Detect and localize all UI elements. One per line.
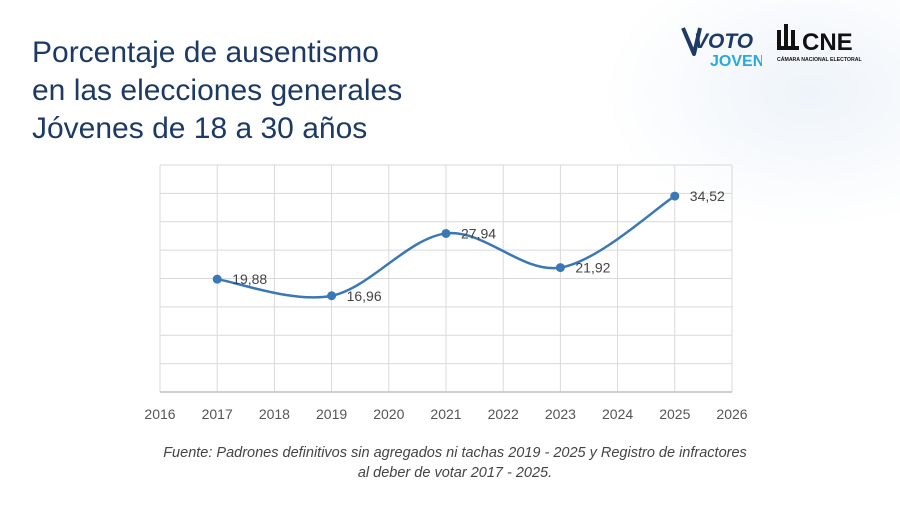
x-tick-label: 2024 bbox=[602, 406, 633, 422]
logo-bar bbox=[784, 24, 788, 50]
x-tick-label: 2026 bbox=[716, 406, 747, 422]
x-tick-label: 2023 bbox=[545, 406, 576, 422]
logo-text: VOTO bbox=[694, 30, 753, 53]
logo-bar bbox=[791, 30, 795, 50]
data-label: 19,88 bbox=[232, 271, 267, 287]
data-label: 16,96 bbox=[347, 288, 382, 304]
data-point bbox=[327, 291, 337, 301]
logo-subtext: CÁMARA NACIONAL ELECTORAL bbox=[777, 56, 862, 63]
logo-check bbox=[681, 27, 702, 56]
data-point bbox=[212, 274, 222, 284]
x-tick-label: 2016 bbox=[144, 406, 175, 422]
title-line: Jóvenes de 18 a 30 años bbox=[32, 112, 368, 145]
source-line: Fuente: Padrones definitivos sin agregad… bbox=[163, 445, 747, 461]
title-line: Porcentaje de ausentismo bbox=[32, 36, 379, 69]
data-label: 21,92 bbox=[575, 260, 610, 276]
logo-text: CNE bbox=[802, 29, 853, 56]
x-tick-label: 2020 bbox=[373, 406, 404, 422]
x-tick-label: 2021 bbox=[430, 406, 461, 422]
x-tick-label: 2022 bbox=[488, 406, 519, 422]
x-tick-label: 2025 bbox=[659, 406, 690, 422]
logo-text: JOVEN bbox=[710, 53, 762, 70]
data-point bbox=[670, 191, 680, 201]
background-glow bbox=[600, 0, 900, 230]
logo-bar bbox=[777, 46, 799, 50]
logo-cne: CNE CÁMARA NACIONAL ELECTORAL bbox=[777, 24, 862, 63]
data-point bbox=[441, 228, 451, 238]
x-tick-label: 2019 bbox=[316, 406, 347, 422]
title: Porcentaje de ausentismo en las eleccion… bbox=[32, 34, 402, 148]
data-label: 34,52 bbox=[690, 188, 725, 204]
source-note: Fuente: Padrones definitivos sin agregad… bbox=[0, 443, 900, 483]
x-tick-label: 2017 bbox=[202, 406, 233, 422]
source-line: al deber de votar 2017 - 2025. bbox=[357, 465, 553, 481]
title-line: en las elecciones generales bbox=[32, 74, 403, 107]
logo-bar bbox=[777, 30, 781, 50]
x-tick-label: 2018 bbox=[259, 406, 290, 422]
data-point bbox=[555, 263, 565, 273]
logo-voto-joven: VOTO JOVEN bbox=[681, 27, 762, 70]
data-label: 27,94 bbox=[461, 225, 496, 241]
